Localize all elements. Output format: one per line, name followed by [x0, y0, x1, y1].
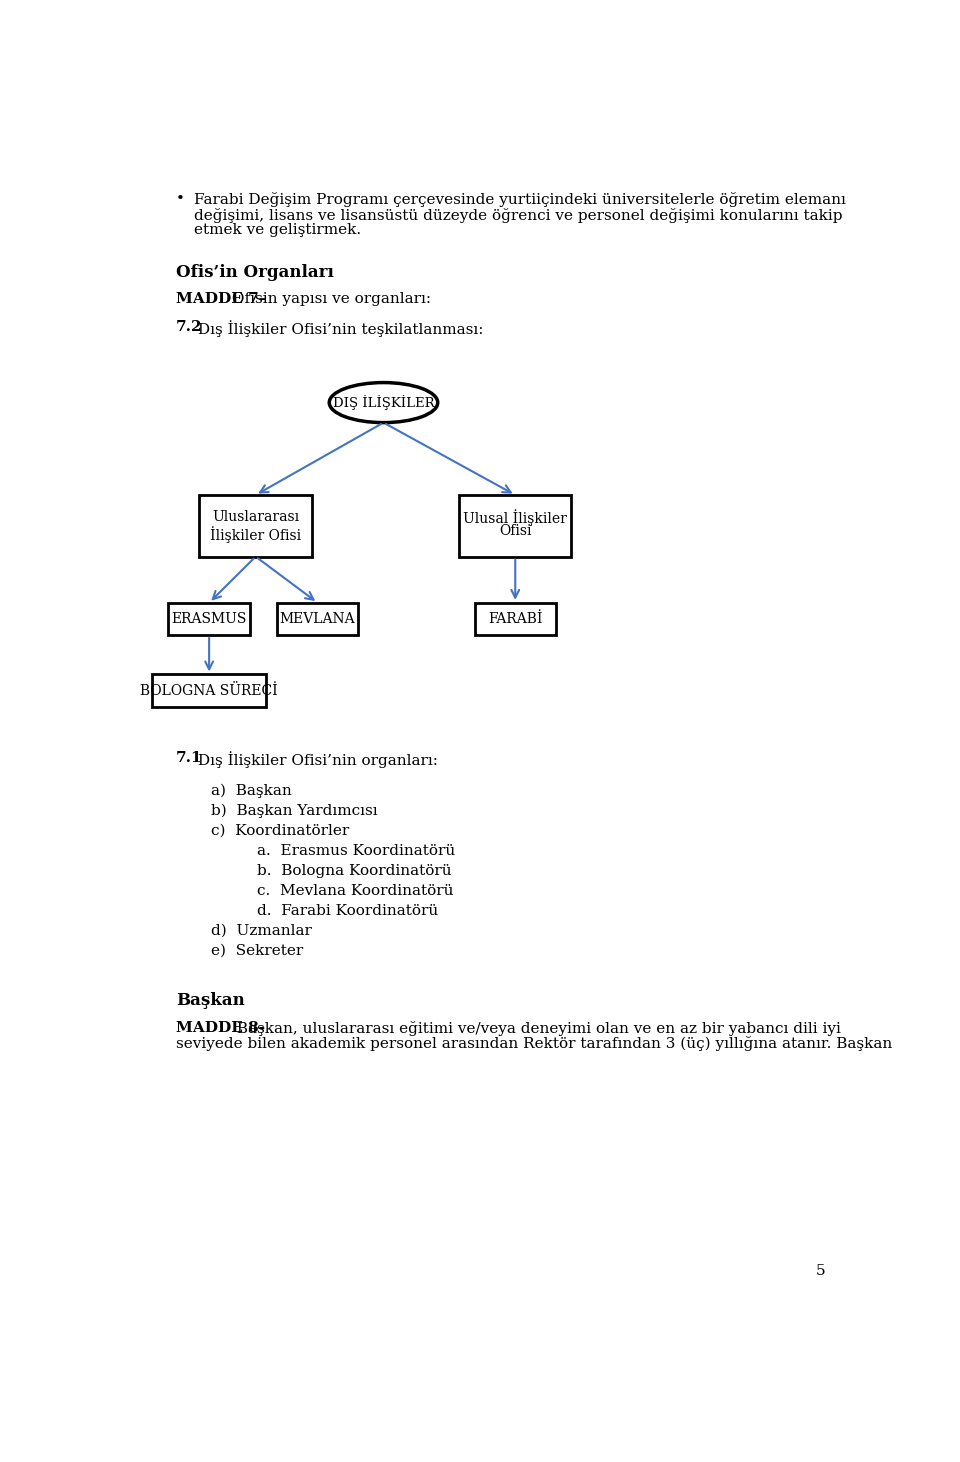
Text: b)  Başkan Yardımcısı: b) Başkan Yardımcısı [210, 804, 377, 819]
Text: e)  Sekreter: e) Sekreter [210, 944, 303, 958]
Text: d.  Farabi Koordinatörü: d. Farabi Koordinatörü [257, 904, 439, 918]
Text: Ulusal İlişkiler: Ulusal İlişkiler [464, 509, 567, 526]
Text: ERASMUS: ERASMUS [172, 613, 247, 626]
Text: BOLOGNA SÜRECİ: BOLOGNA SÜRECİ [140, 684, 278, 697]
Text: a.  Erasmus Koordinatörü: a. Erasmus Koordinatörü [257, 844, 455, 858]
Text: c.  Mevlana Koordinatörü: c. Mevlana Koordinatörü [257, 885, 454, 898]
Text: seviyede bilen akademik personel arasından Rektör tarafından 3 (üç) yıllığına at: seviyede bilen akademik personel arasınd… [176, 1037, 892, 1051]
Text: MADDE 8-: MADDE 8- [176, 1020, 265, 1035]
Text: Başkan, uluslararası eğitimi ve/veya deneyimi olan ve en az bir yabancı dili iyi: Başkan, uluslararası eğitimi ve/veya den… [231, 1020, 840, 1037]
Text: Dış İlişkiler Ofisi’nin organları:: Dış İlişkiler Ofisi’nin organları: [193, 751, 438, 768]
Text: Ofis’in Organları: Ofis’in Organları [176, 265, 334, 281]
Text: d)  Uzmanlar: d) Uzmanlar [210, 924, 312, 939]
Text: a)  Başkan: a) Başkan [210, 784, 292, 798]
Text: Uluslararası: Uluslararası [212, 510, 300, 525]
Text: Başkan: Başkan [176, 991, 245, 1009]
Text: •: • [176, 193, 184, 206]
Text: değişimi, lisans ve lisansüstü düzeyde öğrenci ve personel değişimi konularını t: değişimi, lisans ve lisansüstü düzeyde ö… [194, 208, 842, 222]
Text: 7.1: 7.1 [176, 751, 203, 766]
Text: FARABİ: FARABİ [488, 613, 542, 626]
Text: etmek ve geliştirmek.: etmek ve geliştirmek. [194, 224, 361, 237]
Text: MEVLANA: MEVLANA [279, 613, 355, 626]
Text: MADDE 7–: MADDE 7– [176, 292, 266, 307]
Text: İlişkiler Ofisi: İlişkiler Ofisi [210, 526, 301, 542]
Text: 5: 5 [816, 1265, 826, 1278]
Text: c)  Koordinatörler: c) Koordinatörler [210, 823, 348, 838]
Text: Ofisi: Ofisi [499, 525, 532, 538]
Text: b.  Bologna Koordinatörü: b. Bologna Koordinatörü [257, 864, 452, 877]
Text: 7.2: 7.2 [176, 320, 203, 335]
Text: Dış İlişkiler Ofisi’nin teşkilatlanması:: Dış İlişkiler Ofisi’nin teşkilatlanması: [193, 320, 483, 338]
Text: DIŞ İLİŞKİLER: DIŞ İLİŞKİLER [333, 395, 434, 409]
Text: Farabi Değişim Programı çerçevesinde yurtiiçindeki üniversitelerle öğretim elema: Farabi Değişim Programı çerçevesinde yur… [194, 193, 846, 208]
Text: Ofisin yapısı ve organları:: Ofisin yapısı ve organları: [227, 292, 431, 307]
